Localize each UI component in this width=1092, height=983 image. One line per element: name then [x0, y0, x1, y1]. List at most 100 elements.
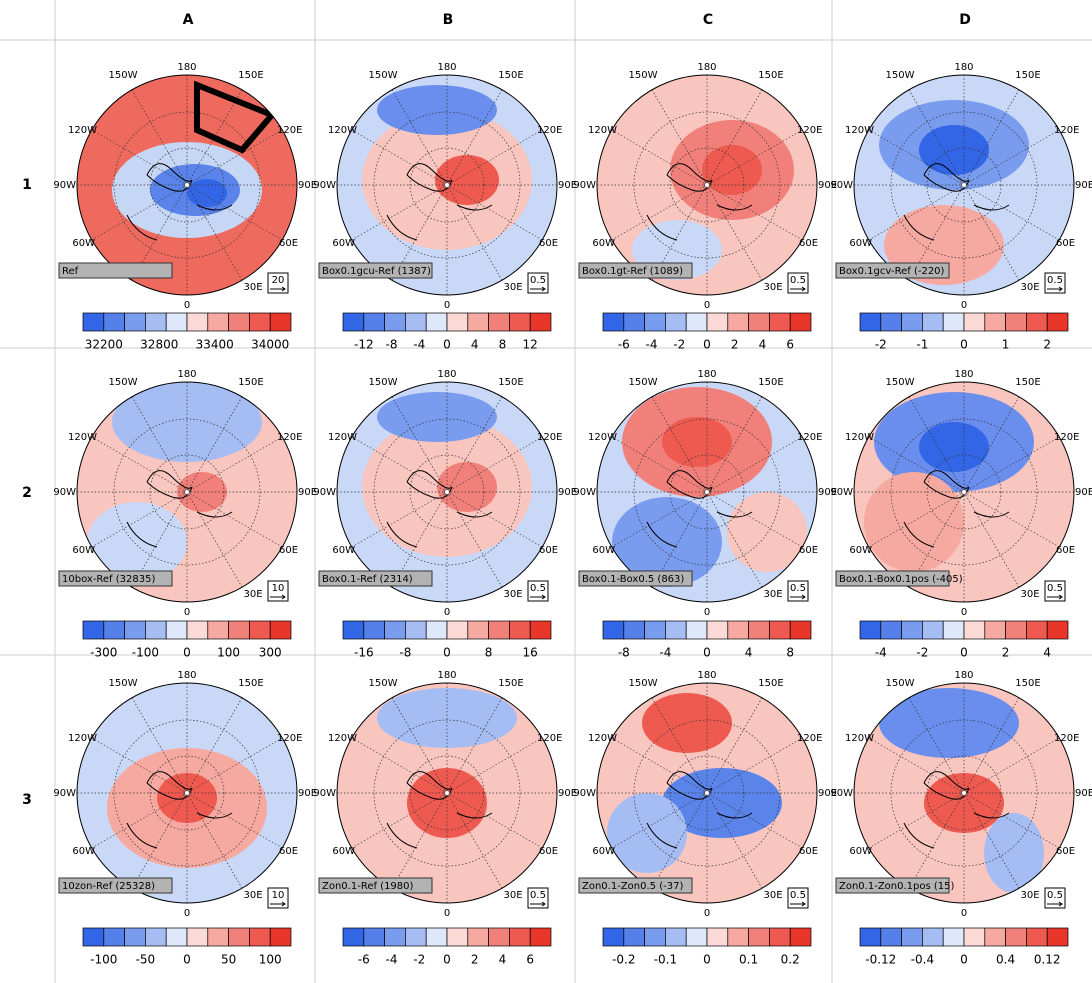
graticule — [926, 755, 1002, 831]
longitude-label: 120W — [68, 432, 97, 443]
meridian — [446, 89, 503, 186]
meridian — [868, 184, 965, 241]
colorbar-cell — [405, 312, 427, 332]
label-box — [58, 262, 173, 279]
longitude-label: 0 — [961, 300, 967, 311]
colorbar-tick: -4 — [413, 338, 425, 352]
colorbar-cell — [859, 620, 882, 640]
panel-label: Box0.1-Box0.1pos (-405) — [839, 574, 963, 585]
coastline — [126, 470, 233, 548]
longitude-label: 180 — [697, 62, 716, 73]
longitude-label: 120W — [328, 125, 357, 136]
longitude-label: 0 — [184, 300, 190, 311]
colorbar-cell — [623, 312, 645, 332]
longitude-label: 120E — [797, 432, 822, 443]
colorbar-cell — [529, 927, 552, 947]
longitude-label: 90E — [298, 788, 317, 799]
longitude-label: 60E — [279, 238, 298, 249]
longitude-label: 120W — [588, 125, 617, 136]
scale-arrow — [270, 594, 286, 600]
longitude-label: 150W — [886, 377, 915, 388]
vector-scale: 0.5 — [1047, 583, 1063, 594]
colorbar-tick: 0 — [960, 953, 968, 967]
coastline — [386, 163, 493, 241]
graticule — [633, 719, 781, 867]
longitude-label: 150E — [238, 70, 263, 81]
meridian — [351, 491, 448, 548]
colorbar-cell — [103, 312, 125, 332]
colorbar-cell — [963, 620, 986, 640]
colorbar-tick: 8 — [786, 646, 794, 660]
meridian — [963, 129, 1060, 186]
colorbar-tick: 32800 — [140, 338, 178, 352]
meridian — [131, 792, 188, 889]
colorbar-tick: 6 — [526, 953, 534, 967]
longitude-label: 60E — [1056, 238, 1075, 249]
colorbar-cell — [1005, 620, 1027, 640]
longitude-label: 150W — [629, 377, 658, 388]
map-panel: 180 150W 150E 120W 120E 90W 90E 60W 60E 30E 0 Box0.… — [573, 369, 837, 660]
colorbar-cell — [425, 927, 448, 947]
colorbar-tick: -12 — [354, 338, 374, 352]
meridian — [963, 792, 1020, 889]
meridian — [446, 792, 543, 849]
longitude-label: 120W — [328, 733, 357, 744]
meridian — [391, 396, 448, 493]
colorbar-cell — [727, 312, 749, 332]
colorbar-tick: -8 — [386, 338, 398, 352]
colorbar-cell — [82, 312, 105, 332]
colorbar-cell — [602, 620, 625, 640]
meridian — [186, 697, 243, 794]
pole — [184, 489, 190, 495]
colorbar-cell — [228, 620, 250, 640]
longitude-label: 30E — [503, 890, 522, 901]
longitude-label: 90W — [830, 788, 853, 799]
colorbar-tick: -4 — [875, 646, 887, 660]
longitude-label: 30E — [1020, 282, 1039, 293]
label-box — [835, 877, 950, 894]
longitude-label: 150W — [629, 678, 658, 689]
colorbar-cell — [425, 312, 448, 332]
colorbar-cell — [942, 620, 965, 640]
meridian — [868, 792, 965, 849]
colorbar-cell — [509, 620, 531, 640]
vector-scale: 10 — [272, 583, 285, 594]
meridian — [868, 737, 965, 794]
longitude-label: 150E — [498, 678, 523, 689]
meridian — [706, 737, 803, 794]
meridian — [351, 184, 448, 241]
map-border — [853, 682, 1075, 904]
longitude-label: 60W — [592, 545, 615, 556]
longitude-label: 0 — [184, 908, 190, 919]
longitude-label: 60E — [279, 545, 298, 556]
colorbar-cell — [1026, 620, 1048, 640]
colorbar-tick: 0 — [960, 646, 968, 660]
meridian — [186, 491, 283, 548]
meridian — [131, 396, 188, 493]
map-panel: 180 150W 150E 120W 120E 90W 90E 60W 60E 30E 0 10box… — [53, 369, 317, 660]
meridian — [651, 792, 708, 889]
field-anomaly — [662, 768, 782, 838]
graticule — [926, 454, 1002, 530]
longitude-label: 30E — [763, 282, 782, 293]
longitude-label: 120E — [277, 432, 302, 443]
colorbar-cell — [984, 312, 1006, 332]
colorbar-tick: 0 — [703, 953, 711, 967]
coastline — [903, 163, 1010, 241]
pole — [961, 489, 967, 495]
colorbar-cell — [1005, 312, 1027, 332]
colorbar-cell — [363, 620, 385, 640]
row-label: 2 — [22, 485, 32, 501]
map-border — [853, 381, 1075, 603]
colorbar-cell — [145, 312, 167, 332]
meridian — [963, 491, 1020, 588]
colorbar-tick: -100 — [90, 953, 117, 967]
colorbar-cell — [103, 927, 125, 947]
longitude-label: 90E — [558, 487, 577, 498]
label-box — [578, 877, 693, 894]
scale-arrow — [1047, 594, 1063, 600]
colorbar-cell — [145, 620, 167, 640]
longitude-label: 180 — [437, 62, 456, 73]
longitude-label: 60W — [849, 238, 872, 249]
